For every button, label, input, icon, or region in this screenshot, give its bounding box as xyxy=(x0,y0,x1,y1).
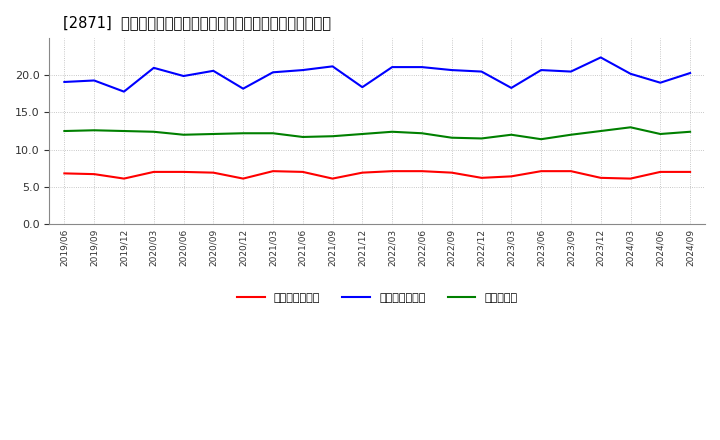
売上債権回転率 xyxy=(150,169,158,175)
在庫回転率 xyxy=(60,128,68,134)
在庫回転率 xyxy=(567,132,575,137)
買入債務回転率 xyxy=(150,65,158,70)
売上債権回転率 xyxy=(418,169,426,174)
買入債務回転率 xyxy=(507,85,516,91)
在庫回転率 xyxy=(656,132,665,137)
買入債務回転率 xyxy=(418,64,426,70)
在庫回転率 xyxy=(150,129,158,134)
在庫回転率 xyxy=(685,129,694,134)
在庫回転率 xyxy=(388,129,397,134)
売上債権回転率 xyxy=(328,176,337,181)
買入債務回転率 xyxy=(120,89,128,94)
売上債権回転率 xyxy=(507,174,516,179)
売上債権回転率 xyxy=(656,169,665,175)
買入債務回転率 xyxy=(537,67,546,73)
買入債務回転率 xyxy=(656,80,665,85)
在庫回転率 xyxy=(447,135,456,140)
買入債務回転率 xyxy=(685,70,694,76)
Line: 売上債権回転率: 売上債権回転率 xyxy=(64,171,690,179)
在庫回転率 xyxy=(179,132,188,137)
買入債務回転率 xyxy=(209,68,217,73)
買入債務回転率 xyxy=(567,69,575,74)
在庫回転率 xyxy=(477,136,486,141)
買入債務回転率 xyxy=(626,71,635,77)
買入債務回転率 xyxy=(239,86,248,91)
売上債権回転率 xyxy=(179,169,188,175)
売上債権回転率 xyxy=(60,171,68,176)
売上債権回転率 xyxy=(90,172,99,177)
買入債務回転率 xyxy=(90,78,99,83)
買入債務回転率 xyxy=(60,79,68,84)
在庫回転率 xyxy=(328,134,337,139)
在庫回転率 xyxy=(537,136,546,142)
在庫回転率 xyxy=(298,134,307,139)
売上債権回転率 xyxy=(269,169,277,174)
Line: 在庫回転率: 在庫回転率 xyxy=(64,127,690,139)
売上債権回転率 xyxy=(477,175,486,180)
在庫回転率 xyxy=(120,128,128,134)
売上債権回転率 xyxy=(596,175,605,180)
売上債権回転率 xyxy=(626,176,635,181)
売上債権回転率 xyxy=(120,176,128,181)
在庫回転率 xyxy=(90,128,99,133)
売上債権回転率 xyxy=(447,170,456,175)
買入債務回転率 xyxy=(388,64,397,70)
売上債権回転率 xyxy=(388,169,397,174)
売上債権回転率 xyxy=(239,176,248,181)
売上債権回転率 xyxy=(358,170,366,175)
在庫回転率 xyxy=(209,132,217,137)
売上債権回転率 xyxy=(567,169,575,174)
買入債務回転率 xyxy=(358,84,366,90)
買入債務回転率 xyxy=(179,73,188,79)
買入債務回転率 xyxy=(447,67,456,73)
売上債権回転率 xyxy=(209,170,217,175)
買入債務回転率 xyxy=(298,67,307,73)
Text: [2871]  売上債権回転率、買入債務回転率、在庫回転率の推移: [2871] 売上債権回転率、買入債務回転率、在庫回転率の推移 xyxy=(63,15,330,30)
買入債務回転率 xyxy=(328,64,337,69)
売上債権回転率 xyxy=(298,169,307,175)
買入債務回転率 xyxy=(596,55,605,60)
在庫回転率 xyxy=(239,131,248,136)
買入債務回転率 xyxy=(269,70,277,75)
買入債務回転率 xyxy=(477,69,486,74)
売上債権回転率 xyxy=(685,169,694,175)
在庫回転率 xyxy=(418,131,426,136)
売上債権回転率 xyxy=(537,169,546,174)
在庫回転率 xyxy=(596,128,605,134)
在庫回転率 xyxy=(507,132,516,137)
在庫回転率 xyxy=(269,131,277,136)
在庫回転率 xyxy=(626,125,635,130)
在庫回転率 xyxy=(358,132,366,137)
Legend: 売上債権回転率, 買入債務回転率, 在庫回転率: 売上債権回転率, 買入債務回転率, 在庫回転率 xyxy=(233,289,522,308)
Line: 買入債務回転率: 買入債務回転率 xyxy=(64,58,690,92)
